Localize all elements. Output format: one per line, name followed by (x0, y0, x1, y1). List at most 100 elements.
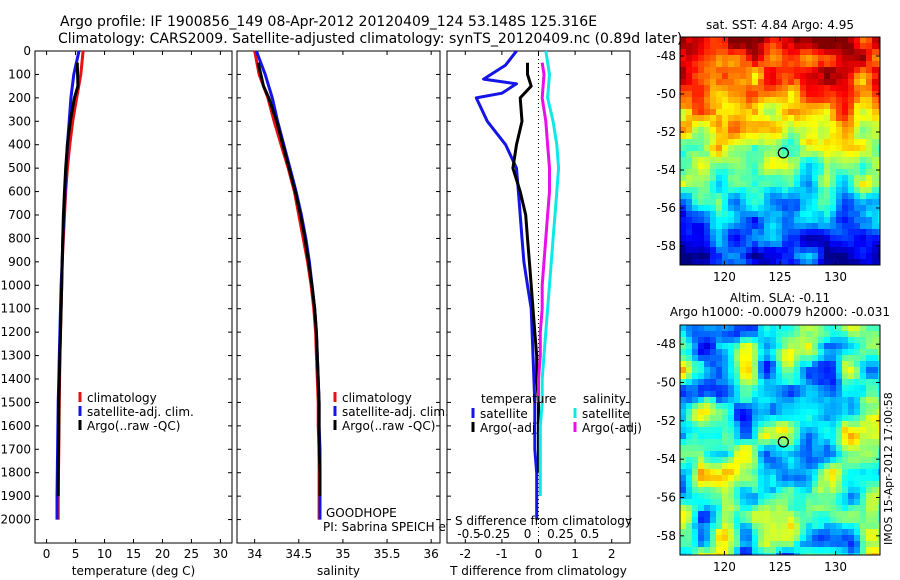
map-cell (746, 187, 752, 193)
map-cell (770, 547, 776, 553)
map-cell (860, 61, 866, 67)
map-cell (800, 169, 806, 175)
map-cell (842, 109, 848, 115)
map-cell (776, 553, 782, 555)
map-cell (848, 181, 854, 187)
map-cell (794, 535, 800, 541)
map-cell (722, 193, 728, 199)
map-cell (680, 457, 686, 463)
map-cell (830, 403, 836, 409)
map-cell (782, 343, 788, 349)
map-cell (698, 139, 704, 145)
map-cell (806, 325, 812, 331)
map-cell (746, 529, 752, 535)
y-tick-label: 800 (8, 231, 31, 245)
legend-label: Argo(-adj) (582, 421, 642, 435)
map-cell (680, 361, 686, 367)
map-cell (728, 481, 734, 487)
map-cell (734, 397, 740, 403)
map-cell (734, 49, 740, 55)
map-cell (872, 91, 878, 97)
map-cell (878, 55, 880, 61)
map-cell (860, 475, 866, 481)
map-cell (866, 547, 872, 553)
map-cell (794, 109, 800, 115)
x-tick-label: -1 (496, 547, 508, 561)
map-cell (818, 187, 824, 193)
map-cell (824, 247, 830, 253)
map-cell (752, 439, 758, 445)
map-cell (794, 463, 800, 469)
map-cell (860, 367, 866, 373)
map-cell (758, 439, 764, 445)
map-cell (860, 361, 866, 367)
map-cell (788, 475, 794, 481)
map-cell (704, 451, 710, 457)
map-cell (716, 163, 722, 169)
map-cell (740, 469, 746, 475)
map-cell (878, 481, 880, 487)
map-cell (800, 145, 806, 151)
map-cell (722, 241, 728, 247)
map-cell (818, 373, 824, 379)
map-cell (716, 535, 722, 541)
map-cell (704, 457, 710, 463)
map-cell (872, 439, 878, 445)
map-cell (776, 415, 782, 421)
map-cell (776, 85, 782, 91)
map-cell (800, 517, 806, 523)
map-cell (818, 211, 824, 217)
map-cell (740, 169, 746, 175)
map-cell (800, 445, 806, 451)
map-cell (686, 541, 692, 547)
map-cell (836, 145, 842, 151)
map-cell (842, 259, 848, 265)
map-cell (776, 253, 782, 259)
x-tick-label: 30 (213, 547, 228, 561)
legend-label: climatology (87, 391, 157, 405)
map-cell (812, 205, 818, 211)
map-cell (776, 451, 782, 457)
map-cell (788, 103, 794, 109)
map-cell (770, 415, 776, 421)
map-cell (776, 445, 782, 451)
map-cell (704, 505, 710, 511)
map-cell (872, 145, 878, 151)
map-cell (842, 199, 848, 205)
map-cell (704, 445, 710, 451)
map-cell (854, 475, 860, 481)
legend-label: satellite (582, 407, 630, 421)
map-cell (692, 49, 698, 55)
map-cell (716, 157, 722, 163)
map-cell (758, 241, 764, 247)
map-cell (710, 163, 716, 169)
map-cell (812, 115, 818, 121)
map-cell (746, 247, 752, 253)
map-cell (710, 331, 716, 337)
map-cell (722, 427, 728, 433)
map-cell (878, 523, 880, 529)
map-cell (794, 475, 800, 481)
map-cell (722, 445, 728, 451)
map-cell (800, 475, 806, 481)
salinity-panel: 34 34.5 35 35.5 36salinityclimatologysatelli… (236, 50, 540, 578)
map-cell (782, 367, 788, 373)
map-cell (818, 511, 824, 517)
map-cell (860, 241, 866, 247)
y-tick-label: 1800 (0, 466, 31, 480)
map-cell (866, 217, 872, 223)
map-cell (776, 379, 782, 385)
map-cell (698, 325, 704, 331)
map-cell (728, 457, 734, 463)
map-cell (788, 115, 794, 121)
map-cell (788, 199, 794, 205)
map-cell (680, 193, 686, 199)
x-tick-label: 120 (713, 270, 736, 284)
map-cell (776, 169, 782, 175)
map-cell (770, 343, 776, 349)
map-cell (776, 79, 782, 85)
map-cell (806, 463, 812, 469)
map-cell (776, 199, 782, 205)
map-cell (704, 385, 710, 391)
map-cell (878, 529, 880, 535)
